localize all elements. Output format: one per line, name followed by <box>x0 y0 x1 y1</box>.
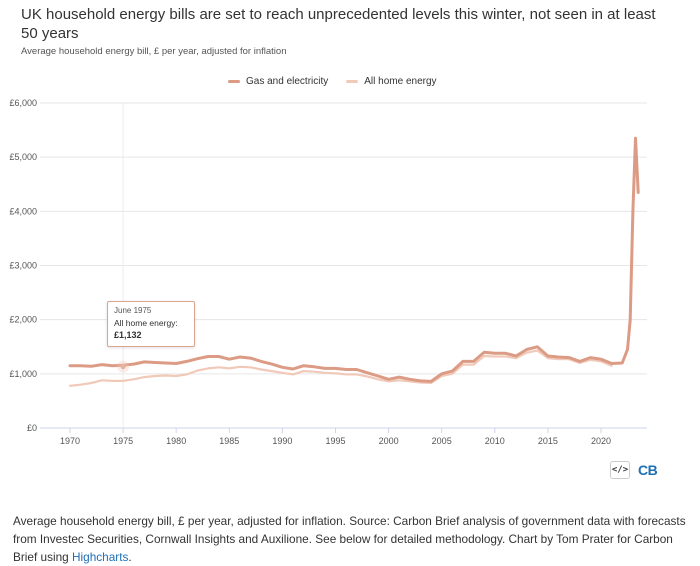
embed-code-icon[interactable]: </> <box>610 461 630 479</box>
y-tick-label: £5,000 <box>9 152 37 162</box>
x-tick-label: 2020 <box>591 436 611 446</box>
series-line-gas-electricity <box>68 136 640 383</box>
chart-tooltip: June 1975 All home energy: £1,132 <box>107 301 195 347</box>
line-chart[interactable]: £0 £1,000 £2,000 £3,000 £4,000 £5,000 £6,000 19… <box>0 0 700 500</box>
x-tick-label: 2010 <box>485 436 505 446</box>
x-tick-label: 2015 <box>538 436 558 446</box>
caption-text: Average household energy bill, £ per yea… <box>13 514 686 564</box>
y-tick-label: £1,000 <box>9 369 37 379</box>
y-tick-label: £4,000 <box>9 206 37 216</box>
x-tick-label: 1975 <box>113 436 133 446</box>
legend-label-gas-electricity: Gas and electricity <box>246 76 329 87</box>
chart-legend: Gas and electricity All home energy <box>228 76 437 87</box>
x-tick-label: 1980 <box>166 436 186 446</box>
chart-subtitle: Average household energy bill, £ per yea… <box>21 46 287 57</box>
x-tick-label: 1985 <box>219 436 239 446</box>
tooltip-date: June 1975 <box>114 306 152 315</box>
y-tick-label: £6,000 <box>9 98 37 108</box>
y-tick-label: £3,000 <box>9 261 37 271</box>
legend-item-gas-electricity[interactable]: Gas and electricity <box>228 76 328 87</box>
y-tick-label: £0 <box>27 423 37 433</box>
legend-swatch-all-home-energy <box>346 80 359 83</box>
chart-tools: </> CB <box>610 461 658 479</box>
caption-end: . <box>128 550 132 564</box>
tooltip-value: £1,132 <box>114 330 142 340</box>
y-tick-label: £2,000 <box>9 315 37 325</box>
legend-item-all-home-energy[interactable]: All home energy <box>346 76 437 87</box>
highlight-point <box>120 364 126 370</box>
x-tick-label: 1995 <box>325 436 345 446</box>
chart-caption: Average household energy bill, £ per yea… <box>13 512 698 566</box>
page-title: UK household energy bills are set to rea… <box>21 6 656 42</box>
x-tick-label: 1990 <box>272 436 292 446</box>
x-tick-label: 2000 <box>379 436 399 446</box>
x-tick-label: 1970 <box>60 436 80 446</box>
legend-swatch-gas-electricity <box>228 80 240 83</box>
tooltip-label: All home energy: <box>114 318 178 328</box>
highcharts-link[interactable]: Highcharts <box>72 550 129 564</box>
carbon-brief-logo[interactable]: CB <box>638 462 658 478</box>
x-tick-label: 2005 <box>432 436 452 446</box>
series-line-all-home-energy <box>68 349 613 387</box>
legend-label-all-home-energy: All home energy <box>364 76 437 87</box>
